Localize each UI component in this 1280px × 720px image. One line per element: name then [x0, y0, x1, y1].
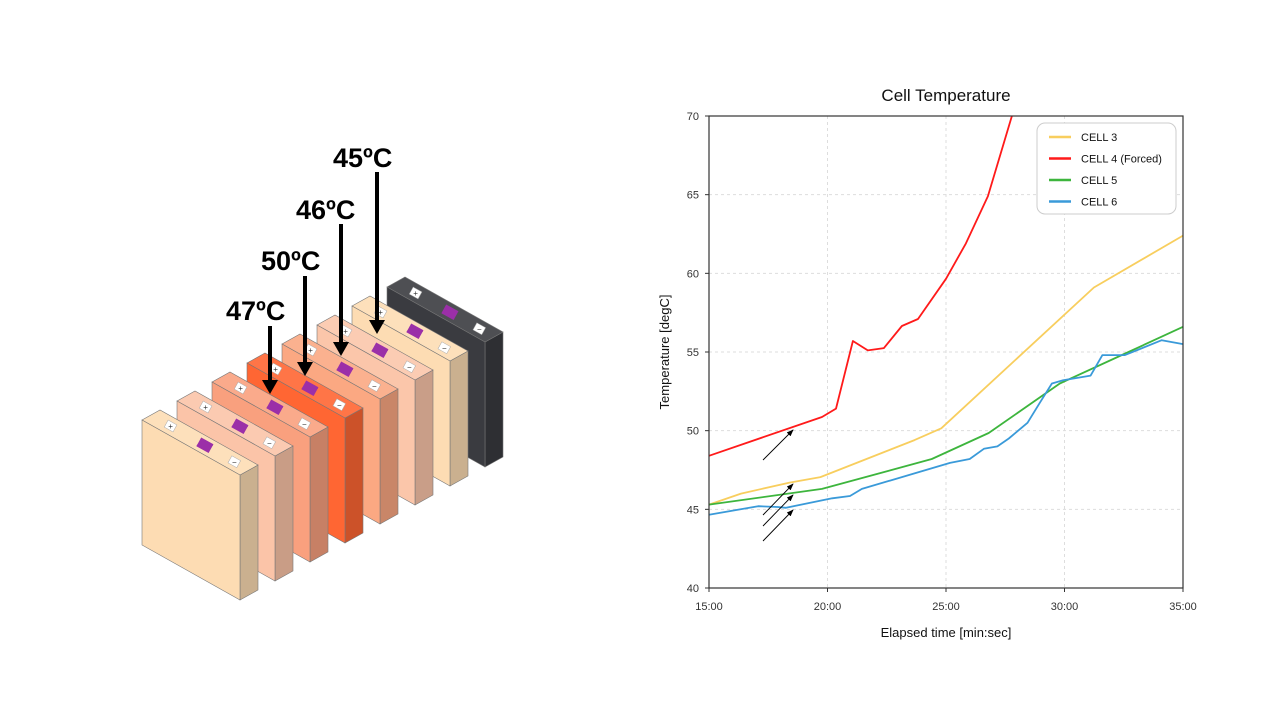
temp-label-cell4: 50ºC	[261, 246, 320, 376]
arrow-down-icon	[297, 362, 313, 376]
terminal-plus-icon: +	[308, 346, 313, 355]
legend-label: CELL 4 (Forced)	[1081, 154, 1162, 166]
battery-cell: +−	[141, 409, 259, 601]
bms-chip-icon	[406, 323, 424, 340]
terminal-plus-icon: +	[343, 327, 348, 336]
battery-cells: +−+−+−+−+−+−+−+−	[141, 276, 504, 601]
arrow-down-icon	[262, 380, 278, 394]
annotation-arrows	[762, 429, 794, 542]
terminal-minus-icon: −	[302, 420, 307, 429]
terminal-minus-icon	[437, 341, 451, 355]
terminal-minus-icon: −	[337, 401, 342, 410]
terminal-plus-icon: +	[238, 384, 243, 393]
y-tick-label: 45	[687, 504, 699, 516]
temp-label-cell6: 45ºC	[333, 143, 392, 334]
legend-label: CELL 6	[1081, 197, 1117, 209]
arrow-down-icon	[333, 342, 349, 356]
y-tick-label: 55	[687, 347, 699, 359]
x-axis-label: Elapsed time [min:sec]	[881, 625, 1012, 640]
x-tick-label: 35:00	[1169, 601, 1197, 613]
bms-chip-icon	[441, 304, 459, 321]
temp-label-text: 45ºC	[333, 143, 392, 173]
y-tick-label: 65	[687, 190, 699, 202]
terminal-minus-icon	[262, 436, 276, 450]
legend-box	[1036, 122, 1177, 215]
y-axis-label: Temperature [degC]	[657, 295, 672, 410]
annotation-arrow	[762, 494, 794, 527]
terminal-plus-icon: +	[273, 365, 278, 374]
arrow-down-icon	[369, 320, 385, 334]
legend: CELL 3 CELL 4 (Forced) CELL 5 CELL 6	[1036, 122, 1177, 215]
y-tick-label: 40	[687, 583, 699, 595]
y-tick-label: 50	[687, 426, 699, 438]
series-line-4	[708, 339, 1184, 516]
terminal-minus-icon	[297, 417, 311, 431]
terminal-plus-icon: +	[168, 422, 173, 431]
terminal-minus-icon: −	[477, 325, 482, 334]
x-tick-label: 25:00	[932, 601, 960, 613]
bms-chip-icon	[231, 418, 249, 435]
terminal-minus-icon: −	[232, 458, 237, 467]
y-tick-label: 70	[687, 111, 699, 123]
annotation-arrow	[762, 483, 794, 516]
series-lines	[708, 115, 1184, 516]
terminal-minus-icon	[402, 360, 416, 374]
y-tick-label: 60	[687, 268, 699, 280]
temp-label-cell5: 46ºC	[296, 195, 355, 356]
series-line-2	[708, 115, 1013, 457]
terminal-plus-icon: +	[413, 289, 418, 298]
terminal-minus-icon: −	[407, 363, 412, 372]
bms-chip-icon	[266, 399, 284, 416]
temp-label-text: 50ºC	[261, 246, 320, 276]
terminal-minus-icon: −	[267, 439, 272, 448]
terminal-minus-icon	[367, 379, 381, 393]
annotation-arrow	[762, 509, 794, 542]
terminal-plus-icon: +	[378, 308, 383, 317]
terminal-plus-icon	[198, 400, 213, 414]
terminal-minus-icon	[472, 322, 486, 336]
x-tick-label: 20:00	[814, 601, 842, 613]
legend-label: CELL 3	[1081, 132, 1117, 144]
chart-title: Cell Temperature	[881, 86, 1010, 105]
temp-label-text: 47ºC	[226, 296, 285, 326]
bms-chip-icon	[301, 380, 319, 397]
temp-label-cell3: 47ºC	[226, 296, 285, 394]
series-line-1	[708, 234, 1184, 506]
terminal-plus-icon	[163, 419, 178, 433]
terminal-plus-icon	[408, 286, 423, 300]
axis-ticks: 15:00 20:00 25:00 30:00 35:00 40 45 50 55 60 65 70	[687, 111, 1197, 613]
terminal-minus-icon	[227, 455, 241, 469]
legend-label: CELL 5	[1081, 175, 1117, 187]
x-tick-label: 15:00	[695, 601, 723, 613]
terminal-minus-icon: −	[372, 382, 377, 391]
x-tick-label: 30:00	[1051, 601, 1079, 613]
bms-chip-icon	[196, 437, 214, 454]
terminal-plus-icon	[233, 381, 248, 395]
terminal-plus-icon: +	[203, 403, 208, 412]
terminal-minus-icon	[332, 398, 346, 412]
battery-pack-illustration: +−+−+−+−+−+−+−+− 47ºC 50ºC 46ºC 45ºC	[141, 143, 504, 601]
terminal-minus-icon: −	[442, 344, 447, 353]
bms-chip-icon	[371, 342, 389, 359]
series-line-3	[708, 325, 1184, 506]
bms-chip-icon	[336, 361, 354, 378]
temperature-labels: 47ºC 50ºC 46ºC 45ºC	[226, 143, 392, 394]
temp-label-text: 46ºC	[296, 195, 355, 225]
annotation-arrow	[762, 429, 794, 461]
